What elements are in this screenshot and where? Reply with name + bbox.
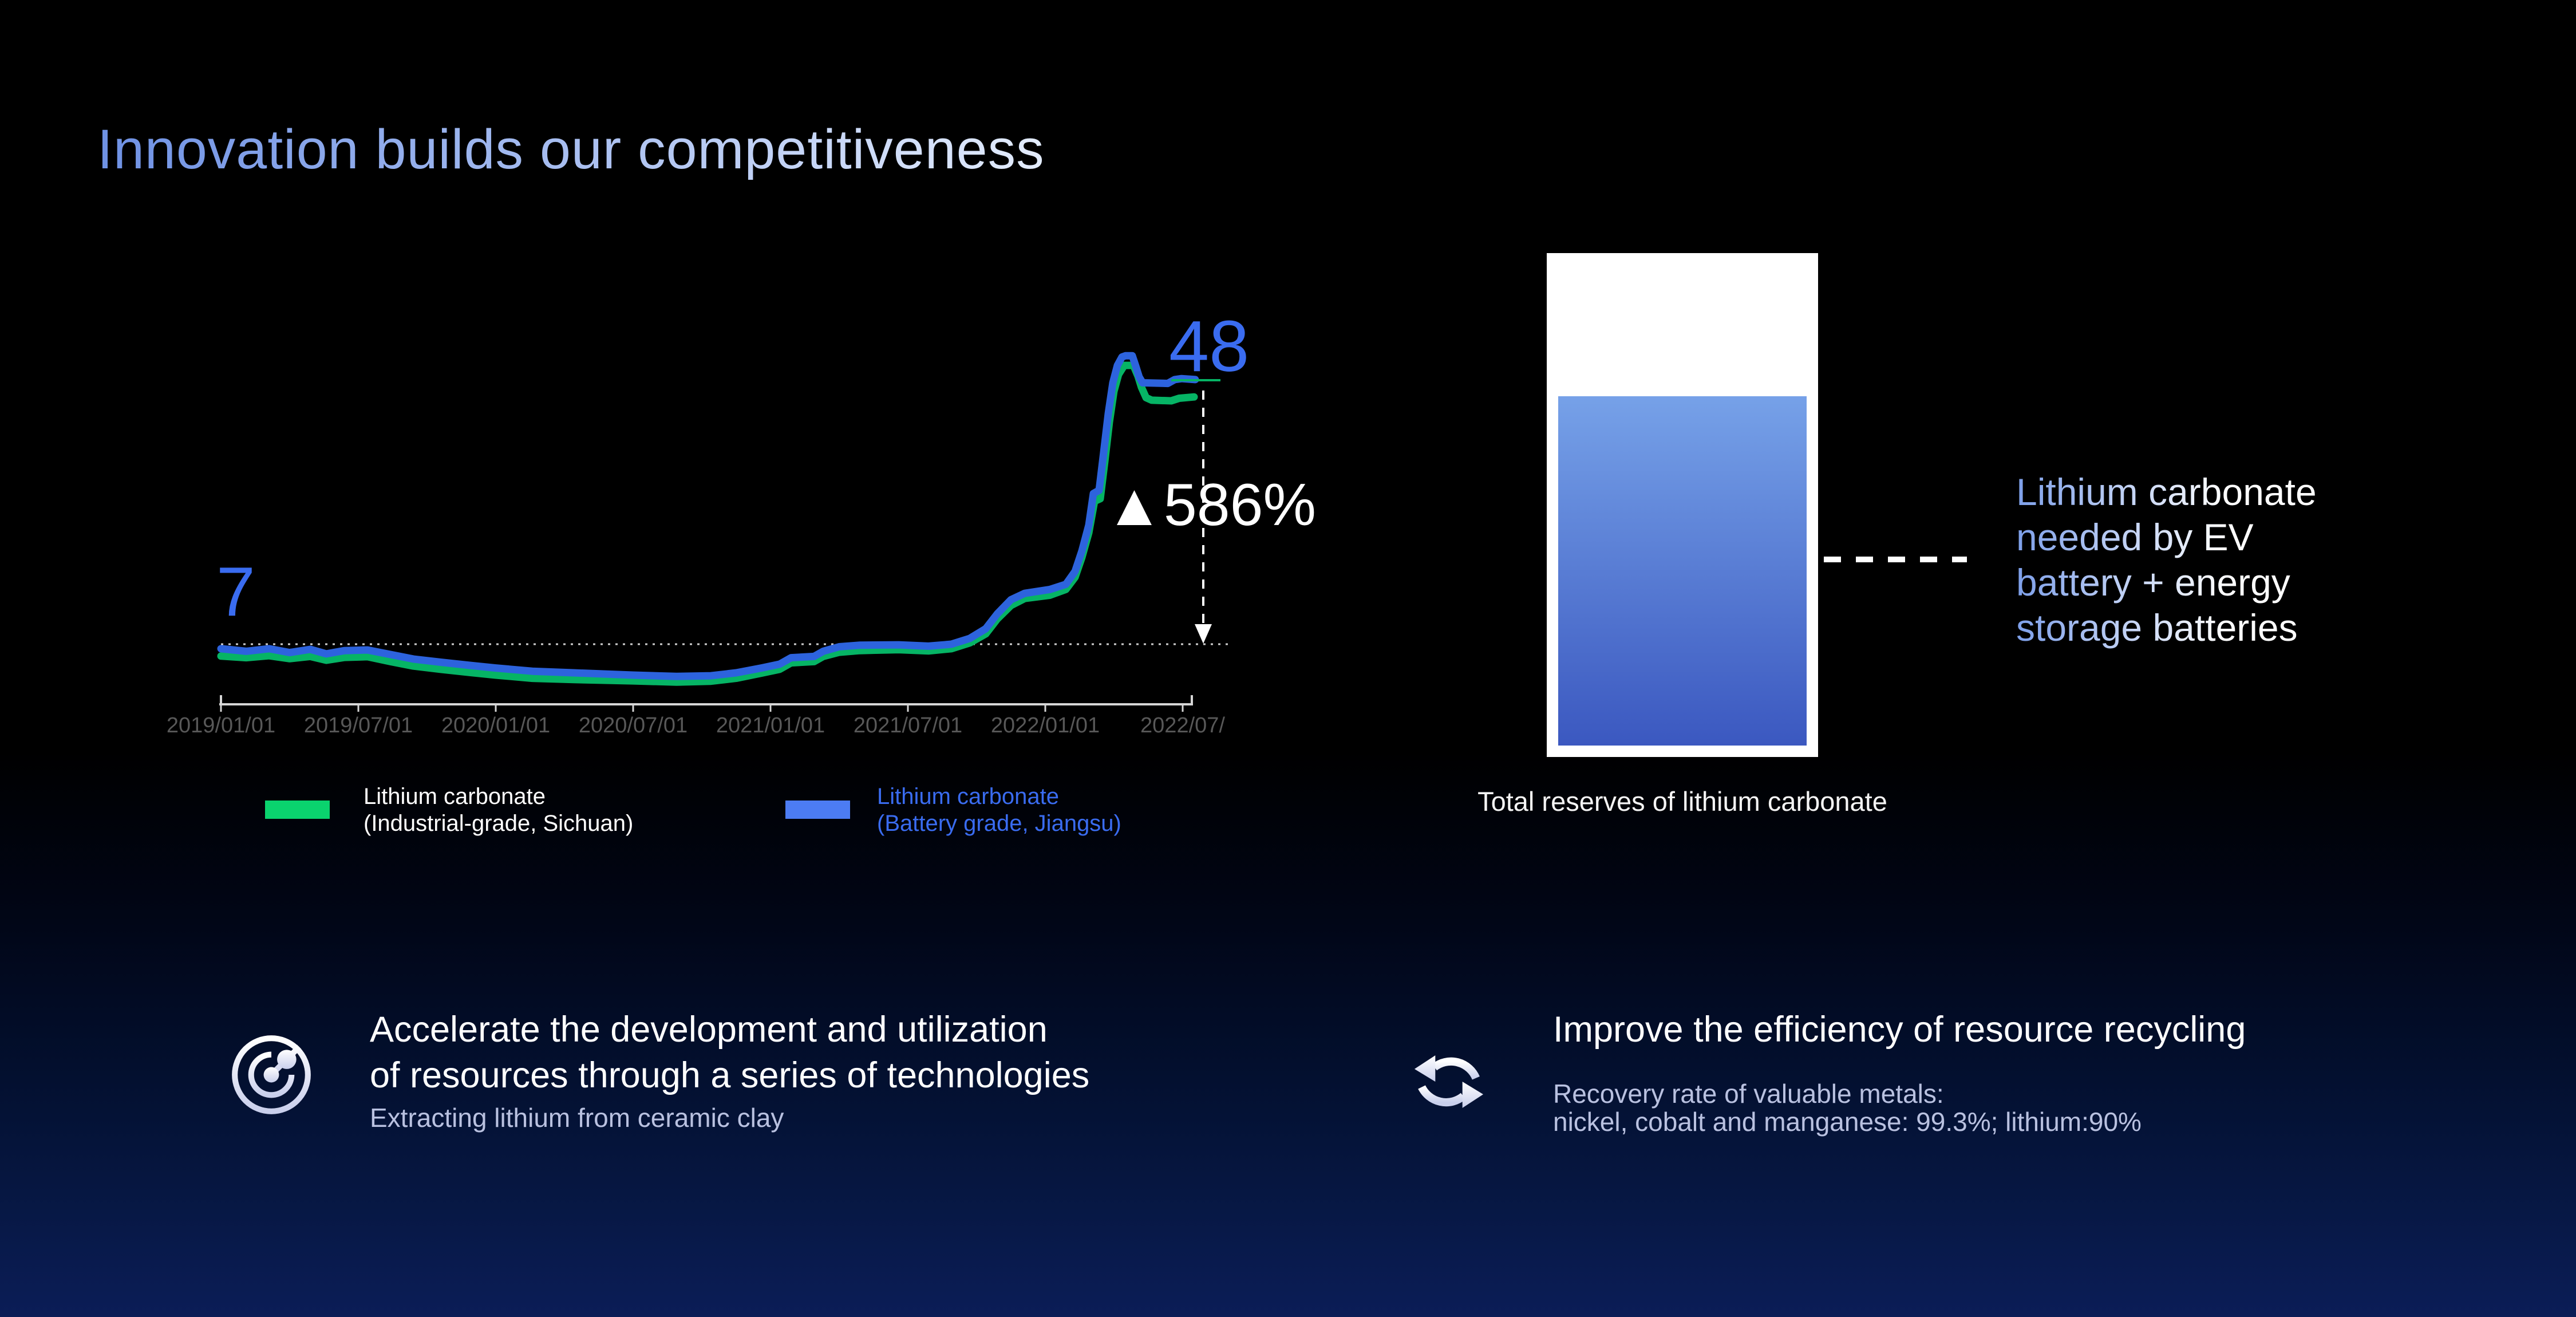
x-axis-tick-label: 2022/01/01	[990, 713, 1100, 738]
recycle-icon	[1414, 1055, 1484, 1108]
x-axis-tick-label: 2020/01/01	[441, 713, 551, 738]
x-axis-tick-label: 2021/07/01	[853, 713, 963, 738]
end-value-label: 48	[1169, 306, 1250, 387]
reserves-annotation: Lithium carbonate needed by EV battery +…	[2016, 470, 2317, 650]
legend-swatch-green	[265, 801, 330, 819]
annotation-line: storage batteries	[2016, 606, 2298, 649]
highlight-subtitle-line: Extracting lithium from ceramic clay	[370, 1103, 784, 1133]
annotation-line: battery + energy	[2016, 561, 2290, 604]
start-value-label: 7	[216, 553, 255, 630]
reserves-caption: Total reserves of lithium carbonate	[1477, 786, 1887, 817]
legend-label-line: (Industrial-grade, Sichuan)	[364, 811, 634, 836]
reserves-container	[1547, 253, 1818, 757]
highlight-title-line: Accelerate the development and utilizati…	[370, 1010, 1048, 1050]
highlight-subtitle-line: Recovery rate of valuable metals:	[1553, 1079, 1944, 1109]
highlight-subtitle-technology: Extracting lithium from ceramic clay	[370, 1104, 784, 1132]
x-axis-ticks	[220, 704, 1184, 712]
x-axis-tick-label: 2021/01/01	[716, 713, 825, 738]
x-axis-tick-label: 2019/07/01	[303, 713, 413, 738]
x-axis-tick-label: 2022/07/	[1140, 713, 1225, 738]
radar-icon	[227, 1030, 316, 1119]
change-percent-label: ▲586%	[1105, 472, 1316, 538]
series-industrial-grade-line	[217, 361, 1198, 686]
legend-label-line: (Battery grade, Jiangsu)	[877, 811, 1121, 836]
highlight-title-line: of resources through a series of technol…	[370, 1055, 1090, 1095]
highlight-subtitle-recycling: Recovery rate of valuable metals: nickel…	[1553, 1080, 2142, 1136]
highlight-title-line: Improve the efficiency of resource recyc…	[1553, 1010, 2246, 1050]
legend-label-line: Lithium carbonate	[877, 784, 1059, 809]
reserves-fill	[1558, 396, 1807, 746]
highlight-title-technology: Accelerate the development and utilizati…	[370, 1007, 1089, 1098]
x-axis-tick-label: 2019/01/01	[166, 713, 276, 738]
legend-label-line: Lithium carbonate	[364, 784, 546, 809]
highlight-subtitle-line: nickel, cobalt and manganese: 99.3%; lit…	[1553, 1107, 2142, 1137]
x-axis-tick-label: 2020/07/01	[578, 713, 688, 738]
series-battery-grade-line	[217, 352, 1199, 680]
highlight-title-recycling: Improve the efficiency of resource recyc…	[1553, 1007, 2246, 1052]
legend-swatch-blue	[785, 801, 850, 819]
change-arrowhead	[1195, 624, 1212, 644]
annotation-line: needed by EV	[2016, 516, 2254, 558]
annotation-line: Lithium carbonate	[2016, 471, 2317, 513]
page-title: Innovation builds our competitiveness	[97, 117, 1045, 180]
